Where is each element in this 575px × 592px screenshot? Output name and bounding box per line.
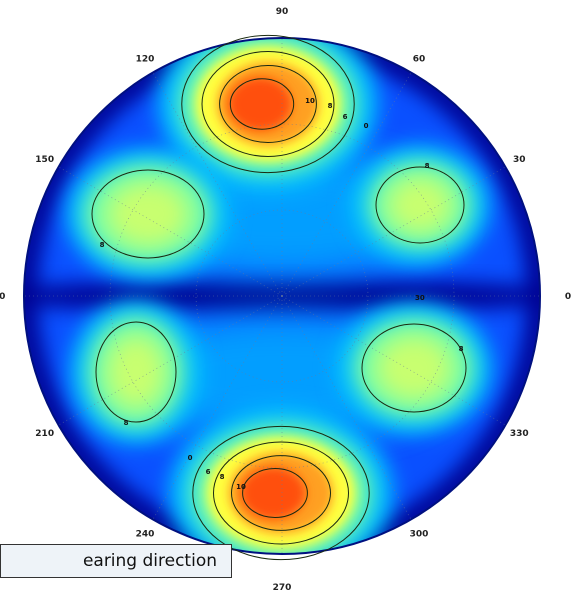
lobe-bottom-contour-1 <box>231 455 331 531</box>
lobe-bottom-contour-3 <box>192 425 370 561</box>
grid-spoke-150 <box>58 166 283 297</box>
angle-label-330: 330 <box>510 429 529 439</box>
lobe-upper-right-fill-3 <box>389 178 451 232</box>
angle-label-270: 270 <box>273 583 292 592</box>
contour-labels: 10 8 6 0 10 8 6 0 8 8 8 8 <box>100 97 464 491</box>
lobe-bottom-contour-2 <box>213 441 349 545</box>
contour-label-top-3: 0 <box>364 122 369 130</box>
lobe-bottom-fill-5 <box>240 467 306 519</box>
grid-spoke-120 <box>152 72 283 297</box>
angle-label-0: 0 <box>565 292 571 302</box>
contour-label-top-2: 6 <box>343 113 348 121</box>
lobe-bottom-contour-0 <box>242 468 308 518</box>
contour-label-upper-left-0: 8 <box>100 241 105 249</box>
contour-label-lower-right-0: 8 <box>459 345 464 353</box>
grid-spoke-60 <box>281 72 412 297</box>
angle-label-180: 180 <box>0 292 5 302</box>
annotation-text: earing direction <box>82 551 217 571</box>
angle-tick-labels: 0306090120150180210240270300330 <box>0 7 571 592</box>
disk-outline <box>23 37 541 555</box>
lobe-lower-left-fill-3 <box>108 337 164 407</box>
grid-spoke-300 <box>281 295 412 520</box>
angle-label-60: 60 <box>413 55 426 65</box>
contour-label-top-1: 8 <box>328 102 333 110</box>
grid-spoke-30 <box>281 166 506 297</box>
angle-label-150: 150 <box>35 155 54 165</box>
lobe-upper-left-fill-3 <box>108 183 188 245</box>
lobe-top-contour-2 <box>201 51 335 157</box>
angle-label-210: 210 <box>35 429 54 439</box>
contour-label-upper-right-0: 8 <box>425 162 430 170</box>
grid-ring-0 <box>195 209 369 383</box>
contour-label-top-0: 10 <box>305 97 315 105</box>
grid-spoke-210 <box>58 295 283 426</box>
lobe-upper-left-contour-0 <box>91 169 205 259</box>
lobe-top-fill-5 <box>228 77 292 131</box>
annotation-box: earing direction <box>0 544 232 578</box>
angle-label-300: 300 <box>410 529 429 539</box>
lobe-lower-right-fill-3 <box>377 337 451 399</box>
lobe-top-contour-1 <box>219 65 317 143</box>
heatmap-field <box>24 38 540 554</box>
polar-grid <box>24 38 540 554</box>
grid-spoke-240 <box>152 295 283 520</box>
heatmap-disk <box>24 38 540 554</box>
angle-label-30: 30 <box>513 155 526 165</box>
lobe-lower-left-contour-0 <box>95 321 177 423</box>
lobe-top-contour-3 <box>181 34 355 174</box>
angle-label-240: 240 <box>136 529 155 539</box>
contour-label-bottom-3: 0 <box>188 454 193 462</box>
contour-label-lower-left-0: 8 <box>124 419 129 427</box>
lobe-upper-right-contour-0 <box>375 166 465 244</box>
contour-lines <box>91 34 467 561</box>
contour-label-bottom-2: 6 <box>206 468 211 476</box>
contour-label-bottom-1: 8 <box>220 473 225 481</box>
angle-label-90: 90 <box>276 7 289 17</box>
grid-spoke-330 <box>281 295 506 426</box>
angle-label-120: 120 <box>136 55 155 65</box>
low-band <box>24 280 540 312</box>
lobe-top-contour-0 <box>229 78 295 130</box>
lobe-lower-right-contour-0 <box>361 323 467 413</box>
contour-label-bottom-0: 10 <box>236 483 246 491</box>
inner-tick-label: 30 <box>415 294 425 302</box>
